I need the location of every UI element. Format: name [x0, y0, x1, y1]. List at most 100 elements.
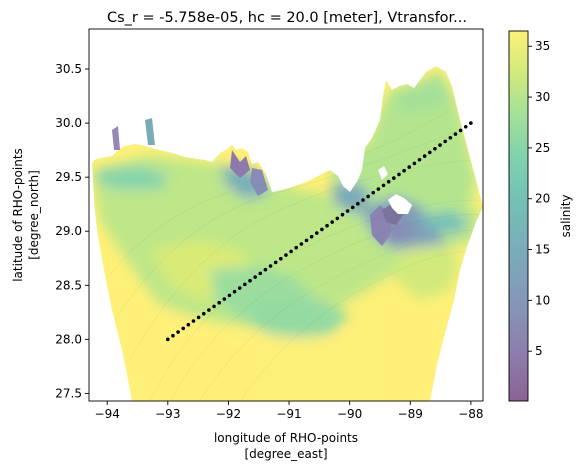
colorbar-tick-label: 20 [535, 192, 550, 206]
x-tick-label: −91 [276, 407, 301, 421]
transect-point [350, 205, 355, 210]
colorbar-label: salinity [559, 194, 573, 237]
transect-point [243, 282, 247, 287]
y-tick-label: 30.0 [55, 116, 82, 130]
transect-point [433, 146, 437, 151]
transect-point [402, 168, 406, 173]
transect-point [443, 139, 447, 144]
transect-point [253, 275, 257, 279]
transect-point [417, 157, 422, 162]
y-tick-label: 29.0 [55, 224, 82, 238]
transect-point [366, 194, 370, 199]
transect-point [340, 212, 345, 217]
colorbar-frame [508, 30, 529, 402]
transect-point [345, 209, 350, 213]
transect-point [196, 315, 201, 320]
transect-point [207, 308, 211, 312]
transect-point [427, 150, 432, 155]
x-tick-label: −89 [398, 407, 423, 421]
transect-point [201, 311, 206, 316]
grid-mesh-lines [104, 109, 481, 401]
transect-point [335, 216, 340, 221]
transect-point [217, 300, 221, 305]
x-axis-label-line2: [degree_east] [244, 447, 327, 461]
transect-point [309, 234, 314, 239]
x-tick-label: −88 [458, 407, 483, 421]
transect-point [171, 333, 175, 338]
transect-point [458, 128, 463, 133]
transect-point [273, 260, 278, 265]
colorbar-tick-label: 35 [535, 39, 550, 53]
x-axis-label-line1: longitude of RHO-points [214, 431, 358, 445]
transect-point [361, 198, 365, 202]
transect-point [325, 223, 329, 228]
transect-point [392, 176, 396, 180]
transect-point [248, 278, 252, 283]
transect-point [237, 286, 242, 290]
y-axis-label-line1: latitude of RHO-points [11, 148, 25, 282]
axes-frame [88, 28, 484, 402]
colorbar-tick-label: 5 [535, 344, 543, 358]
transect-point [294, 245, 299, 250]
transect-point [279, 256, 283, 261]
colorbar: 5 10 15 20 25 30 35 salinity [508, 30, 573, 402]
transect-point [227, 293, 232, 298]
colorbar-tick-label: 30 [535, 90, 550, 104]
transect-point [263, 267, 268, 272]
y-tick-label: 29.5 [55, 170, 82, 184]
transect-point [212, 304, 216, 309]
transect-point [166, 337, 170, 342]
transect-point [371, 190, 376, 195]
x-axis: −94 −93 −92 −91 −90 −89 −88 [95, 401, 484, 421]
transect-point [299, 242, 304, 246]
transect-point [258, 271, 263, 276]
y-tick-label: 30.5 [55, 62, 82, 76]
transect-point [356, 201, 360, 206]
transect-point [397, 172, 401, 177]
colorbar-ticks: 5 10 15 20 25 30 35 [528, 39, 550, 358]
transect-point [176, 330, 180, 334]
plot-area [88, 28, 484, 402]
transect-point [448, 135, 453, 140]
y-axis: 27.5 28.0 28.5 29.0 29.5 30.0 30.5 [55, 62, 89, 400]
transect-point [453, 132, 458, 136]
x-tick-label: −93 [155, 407, 180, 421]
colorbar-tick-label: 10 [535, 293, 550, 307]
transect-point [438, 143, 442, 147]
transect-point [330, 220, 334, 224]
transect-point [314, 231, 319, 235]
y-tick-label: 27.5 [55, 386, 82, 400]
transect-point [284, 253, 288, 257]
salinity-field [92, 66, 483, 401]
transect-point [386, 179, 391, 184]
transect-points [166, 121, 473, 342]
transect-point [222, 297, 227, 301]
chart-title: Cs_r = -5.758e-05, hc = 20.0 [meter], Vt… [107, 10, 467, 26]
y-tick-label: 28.0 [55, 332, 82, 346]
transect-point [463, 124, 468, 129]
x-tick-label: −94 [95, 407, 120, 421]
inland-patches [112, 118, 155, 150]
transect-point [320, 227, 324, 232]
y-axis-label-line2: [degree_north] [27, 170, 41, 260]
transect-point [469, 121, 473, 125]
transect-point [381, 183, 386, 188]
transect-point [376, 187, 381, 191]
transect-point [268, 264, 273, 268]
land-patches [378, 166, 412, 214]
colorbar-tick-label: 25 [535, 141, 550, 155]
transect-point [289, 249, 293, 254]
transect-point [304, 238, 309, 243]
transect-point [191, 319, 196, 323]
y-tick-label: 28.5 [55, 278, 82, 292]
transect-point [181, 326, 186, 331]
colorbar-tick-label: 15 [535, 243, 550, 257]
x-tick-label: −90 [337, 407, 362, 421]
transect-point [186, 322, 191, 327]
colorbar-gradient [509, 31, 528, 401]
transect-point [407, 165, 412, 169]
transect-point [422, 154, 427, 158]
transect-point [412, 161, 417, 166]
x-tick-label: −92 [216, 407, 241, 421]
